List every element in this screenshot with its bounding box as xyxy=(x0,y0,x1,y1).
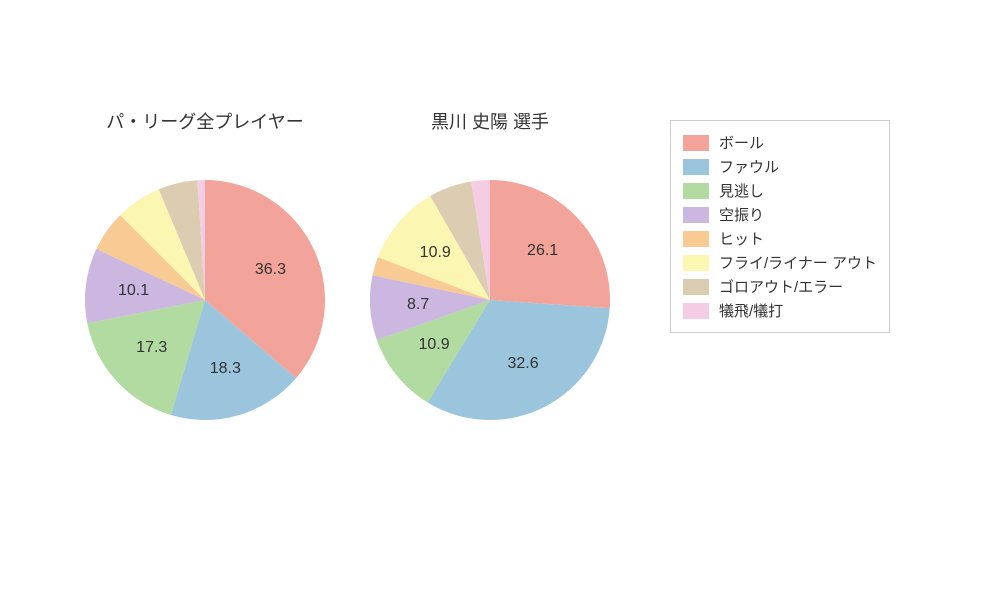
pie-label-minogashi: 17.3 xyxy=(136,339,167,357)
pie-label-minogashi: 10.9 xyxy=(419,336,450,354)
legend-item-swing: 空振り xyxy=(683,204,877,225)
pie-chart-player: 26.1 32.6 10.9 8.7 10.9 xyxy=(370,180,610,420)
legend-swatch-sacrifice xyxy=(683,303,709,319)
legend-swatch-groundout xyxy=(683,279,709,295)
legend-label-hit: ヒット xyxy=(719,228,764,249)
legend-swatch-flyout xyxy=(683,255,709,271)
legend-label-swing: 空振り xyxy=(719,204,764,225)
legend-item-hit: ヒット xyxy=(683,228,877,249)
chart-title-player: 黒川 史陽 選手 xyxy=(370,108,610,134)
legend-item-minogashi: 見逃し xyxy=(683,180,877,201)
chart-title-league: パ・リーグ全プレイヤー xyxy=(85,108,325,134)
legend-label-foul: ファウル xyxy=(719,156,779,177)
pie-label-flyout: 10.9 xyxy=(420,244,451,262)
legend-item-flyout: フライ/ライナー アウト xyxy=(683,252,877,273)
legend-item-ball: ボール xyxy=(683,132,877,153)
legend-label-sacrifice: 犠飛/犠打 xyxy=(719,300,783,321)
legend-label-minogashi: 見逃し xyxy=(719,180,764,201)
chart-container: パ・リーグ全プレイヤー 黒川 史陽 選手 36.3 18.3 17.3 10.1 26… xyxy=(0,0,1000,600)
pie-label-foul: 32.6 xyxy=(508,355,539,373)
legend-swatch-ball xyxy=(683,135,709,151)
pie-label-swing: 8.7 xyxy=(407,296,429,314)
legend-item-foul: ファウル xyxy=(683,156,877,177)
pie-label-foul: 18.3 xyxy=(210,360,241,378)
legend-item-sacrifice: 犠飛/犠打 xyxy=(683,300,877,321)
pie-svg xyxy=(370,180,610,420)
pie-chart-league: 36.3 18.3 17.3 10.1 xyxy=(85,180,325,420)
legend-swatch-foul xyxy=(683,159,709,175)
pie-label-ball: 36.3 xyxy=(255,261,286,279)
legend-swatch-hit xyxy=(683,231,709,247)
legend-label-flyout: フライ/ライナー アウト xyxy=(719,252,877,273)
legend-swatch-minogashi xyxy=(683,183,709,199)
pie-label-swing: 10.1 xyxy=(118,282,149,300)
legend-label-groundout: ゴロアウト/エラー xyxy=(719,276,843,297)
legend-swatch-swing xyxy=(683,207,709,223)
pie-label-ball: 26.1 xyxy=(527,242,558,260)
legend: ボールファウル見逃し空振りヒットフライ/ライナー アウトゴロアウト/エラー犠飛/… xyxy=(670,120,890,333)
legend-label-ball: ボール xyxy=(719,132,764,153)
legend-item-groundout: ゴロアウト/エラー xyxy=(683,276,877,297)
